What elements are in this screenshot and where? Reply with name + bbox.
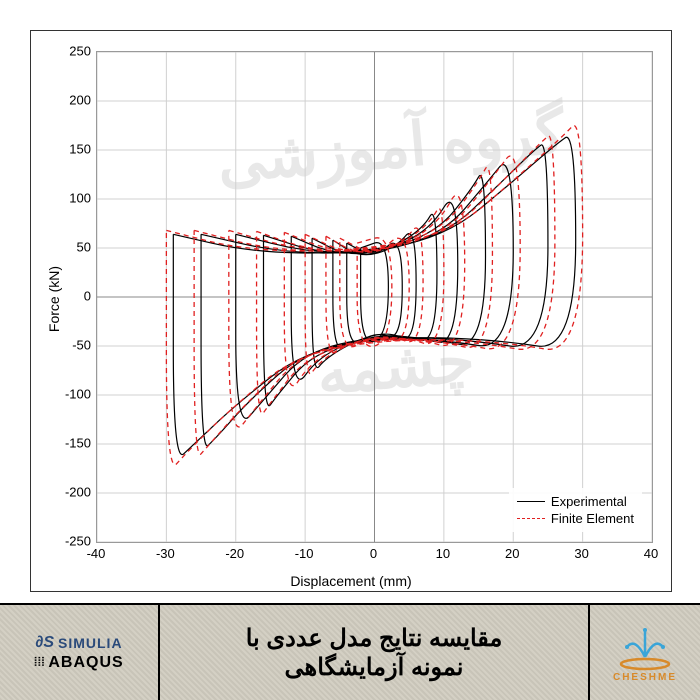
cheshme-label: CHESHME — [613, 672, 677, 683]
legend-label-fe: Finite Element — [551, 511, 634, 526]
y-tick: -100 — [51, 387, 91, 402]
y-tick: -250 — [51, 534, 91, 549]
x-axis-label: Displacement (mm) — [290, 573, 411, 589]
y-tick: -200 — [51, 485, 91, 500]
x-tick: 10 — [436, 546, 450, 561]
simulia-row: ∂S SIMULIA — [35, 634, 122, 652]
legend-swatch-experimental — [517, 501, 545, 502]
caption-box: مقایسه نتایج مدل عددی با نمونه آزمایشگاه… — [160, 605, 590, 700]
bottom-band: ∂S SIMULIA ⦙⦙⦙ ABAQUS مقایسه نتایج مدل ع… — [0, 603, 700, 700]
y-tick: 0 — [51, 289, 91, 304]
cheshme-logo: CHESHME — [613, 622, 677, 683]
y-tick: -50 — [51, 338, 91, 353]
abaqus-icon: ⦙⦙⦙ — [34, 655, 45, 670]
y-tick: 100 — [51, 191, 91, 206]
ds-icon: ∂S — [35, 634, 54, 652]
abaqus-label: ABAQUS — [48, 654, 123, 672]
x-tick: -10 — [295, 546, 314, 561]
legend-item-fe: Finite Element — [517, 511, 634, 526]
y-tick: 200 — [51, 93, 91, 108]
legend: Experimental Finite Element — [509, 488, 642, 532]
legend-swatch-fe — [517, 518, 545, 519]
y-tick: 250 — [51, 44, 91, 59]
abaqus-row: ⦙⦙⦙ ABAQUS — [34, 654, 123, 672]
x-tick: -20 — [225, 546, 244, 561]
x-tick: -30 — [156, 546, 175, 561]
legend-label-experimental: Experimental — [551, 494, 627, 509]
y-tick: -150 — [51, 436, 91, 451]
x-tick: 20 — [505, 546, 519, 561]
simulia-label: SIMULIA — [58, 635, 123, 651]
y-tick: 150 — [51, 142, 91, 157]
caption-line-1: مقایسه نتایج مدل عددی با — [246, 624, 503, 653]
software-logo-box: ∂S SIMULIA ⦙⦙⦙ ABAQUS — [0, 605, 160, 700]
chart-frame: Force (kN) Displacement (mm) گروه آموزشی… — [30, 30, 672, 592]
x-tick: 30 — [574, 546, 588, 561]
fountain-icon — [615, 622, 675, 672]
caption-line-2: نمونه آزمایشگاهی — [285, 653, 464, 682]
hysteresis-plot — [97, 52, 652, 542]
legend-item-experimental: Experimental — [517, 494, 634, 509]
cheshme-logo-box: CHESHME — [590, 605, 700, 700]
y-tick: 50 — [51, 240, 91, 255]
x-tick: 40 — [644, 546, 658, 561]
x-tick: 0 — [370, 546, 377, 561]
plot-area: گروه آموزشی چشمه Experimental Finite Ele… — [96, 51, 653, 543]
